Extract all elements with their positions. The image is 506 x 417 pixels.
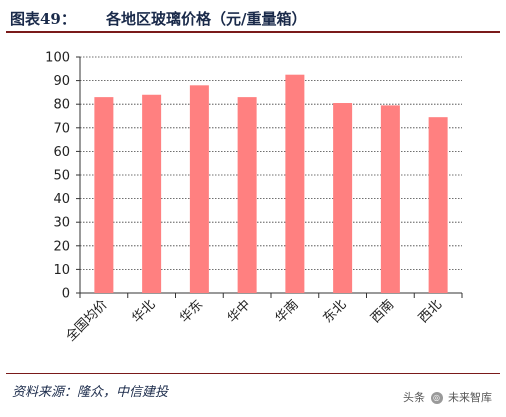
title-rule xyxy=(6,31,500,33)
y-tick-label: 30 xyxy=(53,216,70,231)
bar xyxy=(237,97,257,294)
figure-title-bar: 图表49： 各地区玻璃价格（元/重量箱） xyxy=(6,4,500,32)
x-tick-label: 西北 xyxy=(416,297,445,326)
bar xyxy=(142,94,162,293)
y-tick-label: 80 xyxy=(53,98,70,113)
watermark: 头条 ◎ 未来智库 xyxy=(403,389,492,405)
x-tick-label: 华中 xyxy=(225,297,254,326)
bar xyxy=(380,105,400,293)
bar xyxy=(285,74,305,293)
y-tick-label: 70 xyxy=(53,121,70,136)
figure-number: 图表49： xyxy=(10,10,76,28)
y-tick-label: 0 xyxy=(62,287,70,302)
x-tick-label: 东北 xyxy=(320,297,349,326)
source-note: 资料来源：隆众，中信建投 xyxy=(12,385,169,400)
bar-chart: 0 10 20 30 40 50 60 70 80 90 100 全国均价 华北 华东 华中 华南 东北 西南 西北 xyxy=(45,51,463,345)
bar xyxy=(94,97,114,294)
y-tick-label: 60 xyxy=(53,145,70,160)
x-tick-label: 西南 xyxy=(367,297,397,327)
x-tick-label: 华北 xyxy=(129,297,158,326)
bar xyxy=(333,103,353,294)
source-rule xyxy=(6,373,500,374)
y-tick-label: 100 xyxy=(45,51,70,66)
y-tick-label: 20 xyxy=(53,239,70,254)
y-tick-label: 40 xyxy=(53,192,70,207)
chart-title: 各地区玻璃价格（元/重量箱） xyxy=(106,10,307,28)
y-tick-label: 90 xyxy=(53,74,70,89)
x-tick-label: 华东 xyxy=(177,297,206,326)
bar xyxy=(189,85,209,293)
y-tick-label: 10 xyxy=(53,263,70,278)
y-tick-label: 50 xyxy=(53,169,70,184)
watermark-logo-icon: ◎ xyxy=(430,392,443,404)
x-tick-label: 全国均价 xyxy=(63,297,111,345)
bar xyxy=(428,117,448,294)
watermark-left: 头条 xyxy=(403,391,425,404)
x-tick-label: 华南 xyxy=(272,297,302,327)
watermark-right: 未来智库 xyxy=(448,391,492,404)
